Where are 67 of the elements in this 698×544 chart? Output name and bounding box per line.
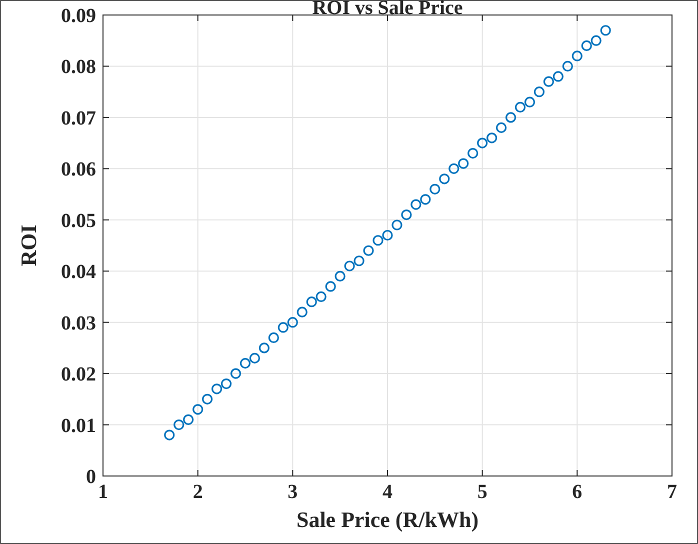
point <box>202 394 213 404</box>
point <box>363 245 374 256</box>
point <box>401 209 412 220</box>
y-tick-label: 0.07 <box>61 107 96 130</box>
y-tick-label: 0.02 <box>61 364 96 386</box>
point <box>572 50 582 62</box>
x-tick-label: 2 <box>192 481 203 503</box>
point <box>164 430 175 440</box>
x-axis-title: Sale Price (R/kWh) <box>296 507 479 532</box>
point <box>524 96 536 108</box>
point <box>552 71 564 82</box>
point <box>183 414 194 425</box>
y-tick-label: 0.09 <box>61 5 96 27</box>
y-tick-label: 0.04 <box>61 261 96 284</box>
point <box>458 158 469 169</box>
point <box>192 404 204 415</box>
point <box>410 199 422 210</box>
point <box>287 317 298 328</box>
point <box>430 184 440 194</box>
x-tick-label: 1 <box>98 481 108 503</box>
point <box>514 102 526 112</box>
point <box>306 296 317 308</box>
point <box>590 35 602 46</box>
x-tick-label: 7 <box>667 481 677 503</box>
y-tick-label: 0.01 <box>61 414 96 437</box>
y-tick-label: 0.03 <box>61 312 96 334</box>
point <box>600 25 611 36</box>
point <box>468 148 478 159</box>
point <box>249 352 260 364</box>
point <box>486 132 498 144</box>
point <box>543 76 554 87</box>
chart-title: ROI vs Sale Price <box>312 0 463 19</box>
point <box>334 270 346 282</box>
point <box>562 60 573 72</box>
point <box>316 291 326 302</box>
y-tick-label: 0.06 <box>61 158 96 181</box>
y-tick-label: 0.05 <box>61 210 96 232</box>
y-tick-label: 0 <box>86 466 96 488</box>
point <box>230 368 242 379</box>
y-axis-title: ROI <box>16 224 41 266</box>
point <box>278 322 288 333</box>
x-tick-label: 5 <box>477 481 488 503</box>
point <box>382 230 393 241</box>
point <box>174 419 184 430</box>
point <box>581 40 592 52</box>
point <box>325 281 336 292</box>
point <box>268 332 279 343</box>
point <box>220 378 232 390</box>
point <box>534 86 545 98</box>
x-tick-label: 6 <box>572 481 582 503</box>
point <box>372 235 384 246</box>
point <box>240 358 251 369</box>
point <box>477 138 488 148</box>
y-tick-label: 0.08 <box>61 56 96 78</box>
point <box>505 112 516 123</box>
point <box>392 220 402 230</box>
point <box>420 194 431 205</box>
point <box>258 342 270 354</box>
point <box>296 306 308 318</box>
x-tick-label: 4 <box>382 481 392 503</box>
x-tick-label: 3 <box>288 481 298 503</box>
point <box>212 384 222 394</box>
point <box>448 163 460 174</box>
point <box>439 174 450 184</box>
point <box>354 256 364 266</box>
point <box>344 260 355 272</box>
point <box>496 122 507 133</box>
